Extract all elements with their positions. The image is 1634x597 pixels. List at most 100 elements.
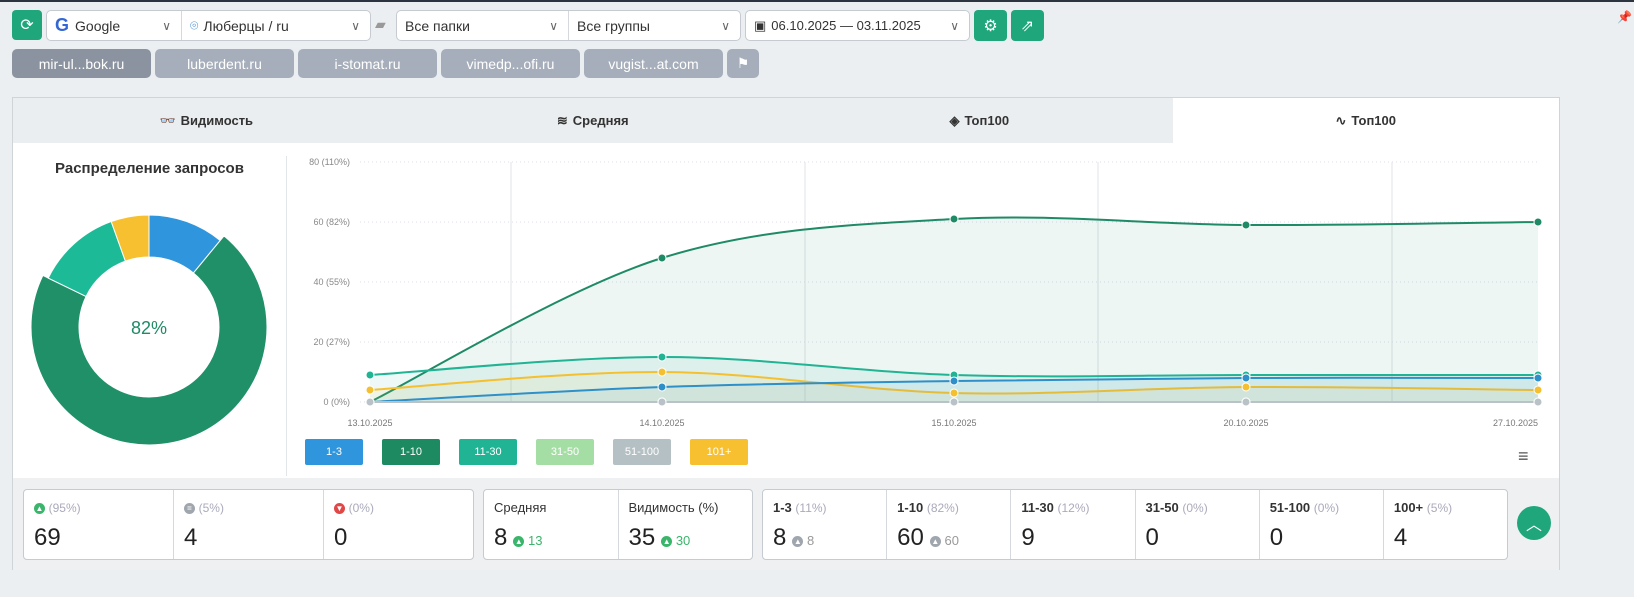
arrow-up-icon: ▲ [661, 536, 673, 548]
stat-value: 0 [1145, 524, 1159, 551]
arrow-up-icon: ▲ [792, 536, 804, 548]
stat-up: ▲ (95%) 69 [24, 490, 174, 559]
data-point-1-3[interactable] [1241, 373, 1251, 383]
donut-center-label: 82% [131, 318, 167, 338]
flag-button[interactable]: ⚑ [727, 49, 759, 78]
x-tick-label: 13.10.2025 [347, 418, 392, 428]
export-button[interactable]: ⇗ [1011, 10, 1044, 41]
stat-label: 51-100 [1269, 500, 1311, 515]
site-tab[interactable]: vugist...at.com [584, 49, 723, 78]
data-point-1-10[interactable] [1533, 217, 1543, 227]
tab-average[interactable]: ≋ Средняя [400, 98, 787, 143]
data-point-11-30[interactable] [657, 352, 667, 362]
stat-range: 51-100 (0%) 0 [1260, 490, 1384, 559]
menu-icon[interactable]: ≡ [1518, 446, 1529, 466]
gear-icon: ⚙ [983, 17, 998, 35]
arrow-up-icon: ▲ [929, 536, 941, 548]
site-tab[interactable]: luberdent.ru [155, 49, 294, 78]
data-point-11-30[interactable] [365, 370, 375, 380]
refresh-button[interactable]: ⟳ [12, 10, 42, 40]
site-tab[interactable]: mir-ul...bok.ru [12, 49, 151, 78]
legend-item-1-3[interactable]: 1-3 [305, 439, 363, 465]
data-point-51-100[interactable] [1241, 397, 1251, 407]
date-range-select[interactable]: ▣ 06.10.2025 — 03.11.2025 ∨ [745, 10, 970, 41]
legend-item-11-30[interactable]: 11-30 [459, 439, 517, 465]
settings-button[interactable]: ⚙ [974, 10, 1007, 41]
series-area-101+ [370, 371, 1538, 402]
x-tick-label: 27.10.2025 [1493, 418, 1538, 428]
arrow-down-icon: ▼ [334, 503, 345, 515]
stat-delta: 60 [944, 533, 959, 548]
legend-item-101+[interactable]: 101+ [690, 439, 748, 465]
data-point-101+[interactable] [1533, 385, 1543, 395]
stat-pct: (0%) [1182, 501, 1208, 515]
stats-panel: 👓 Видимость ≋ Средняя ◈ Топ100 ∿ Топ100 Расп… [12, 97, 1560, 570]
layers-icon: ◈ [949, 112, 960, 128]
stat-down: ▼ (0%) 0 [324, 490, 473, 559]
engine-region-select[interactable]: G Google ∨ ⌾ Люберцы / ru ∨ [46, 10, 371, 41]
site-tab[interactable]: i-stomat.ru [298, 49, 437, 78]
stat-visibility: Видимость (%) 35 ▲ 30 [619, 490, 753, 559]
location-pin-icon: ⌾ [190, 17, 199, 33]
data-point-101+[interactable] [365, 385, 375, 395]
stat-range: 11-30 (12%) 9 [1011, 490, 1136, 559]
y-tick-label: 40 (55%) [313, 277, 350, 287]
folder-select[interactable]: Все папки ∨ [397, 11, 569, 40]
chevron-up-icon: ︿ [1525, 517, 1542, 534]
x-tick-label: 14.10.2025 [639, 418, 684, 428]
data-point-101+[interactable] [949, 388, 959, 398]
data-point-1-3[interactable] [949, 376, 959, 386]
donut-segment-100+[interactable] [110, 214, 150, 262]
y-tick-label: 20 (27%) [313, 337, 350, 347]
data-point-1-10[interactable] [657, 253, 667, 263]
stat-label: 31-50 [1145, 500, 1179, 515]
stat-label: 1-3 [773, 500, 792, 515]
engine-label: Google [75, 17, 121, 34]
refresh-icon: ⟳ [20, 17, 34, 34]
legend-item-51-100[interactable]: 51-100 [613, 439, 671, 465]
data-point-1-10[interactable] [949, 214, 959, 224]
region-label: Люберцы / ru [203, 17, 289, 34]
group-select[interactable]: Все группы ∨ [569, 11, 740, 40]
data-point-51-100[interactable] [1533, 397, 1543, 407]
stat-value: 0 [334, 524, 348, 551]
data-point-51-100[interactable] [365, 397, 375, 407]
chevron-down-icon: ∨ [351, 18, 360, 33]
donut-title: Распределение запросов [55, 160, 244, 177]
pin-icon[interactable]: 📌 [1617, 10, 1632, 24]
donut-segment-4-10[interactable] [30, 235, 268, 446]
stat-label: 1-10 [897, 500, 924, 515]
region-select[interactable]: ⌾ Люберцы / ru ∨ [182, 11, 370, 40]
flag-icon: ⚑ [736, 55, 750, 71]
data-point-51-100[interactable] [949, 397, 959, 407]
stat-value: 9 [1021, 524, 1035, 551]
lines-icon: ≋ [556, 112, 568, 128]
legend-item-1-10[interactable]: 1-10 [382, 439, 440, 465]
stat-range: 1-3 (11%) 8 ▲ 8 [763, 490, 888, 559]
x-tick-label: 20.10.2025 [1223, 418, 1268, 428]
stat-range: 100+ (5%) 4 [1384, 490, 1507, 559]
chevron-down-icon: ∨ [950, 18, 959, 33]
engine-select[interactable]: G Google ∨ [47, 11, 182, 40]
stat-value: 60 [897, 524, 924, 551]
stat-value: 4 [184, 524, 198, 551]
y-tick-label: 60 (82%) [313, 217, 350, 227]
folder-group-select[interactable]: Все папки ∨ Все группы ∨ [396, 10, 741, 41]
tab-top100-layers[interactable]: ◈ Топ100 [786, 98, 1173, 143]
stat-delta: 8 [806, 533, 815, 548]
scroll-top-button[interactable]: ︿ [1517, 506, 1551, 540]
stat-label: 100+ [1393, 500, 1424, 515]
legend-item-31-50[interactable]: 31-50 [536, 439, 594, 465]
tab-visibility[interactable]: 👓 Видимость [13, 98, 400, 143]
data-point-1-3[interactable] [657, 382, 667, 392]
data-point-101+[interactable] [1241, 382, 1251, 392]
data-point-1-3[interactable] [1533, 373, 1543, 383]
glasses-icon: 👓 [159, 112, 176, 128]
data-point-101+[interactable] [657, 367, 667, 377]
data-point-51-100[interactable] [657, 397, 667, 407]
data-point-1-10[interactable] [1241, 220, 1251, 230]
site-tab[interactable]: vimedp...ofi.ru [441, 49, 580, 78]
stat-delta: 13 [527, 533, 543, 548]
tab-top100-chart[interactable]: ∿ Топ100 [1172, 98, 1559, 143]
minus-circle-icon: = [184, 503, 195, 515]
